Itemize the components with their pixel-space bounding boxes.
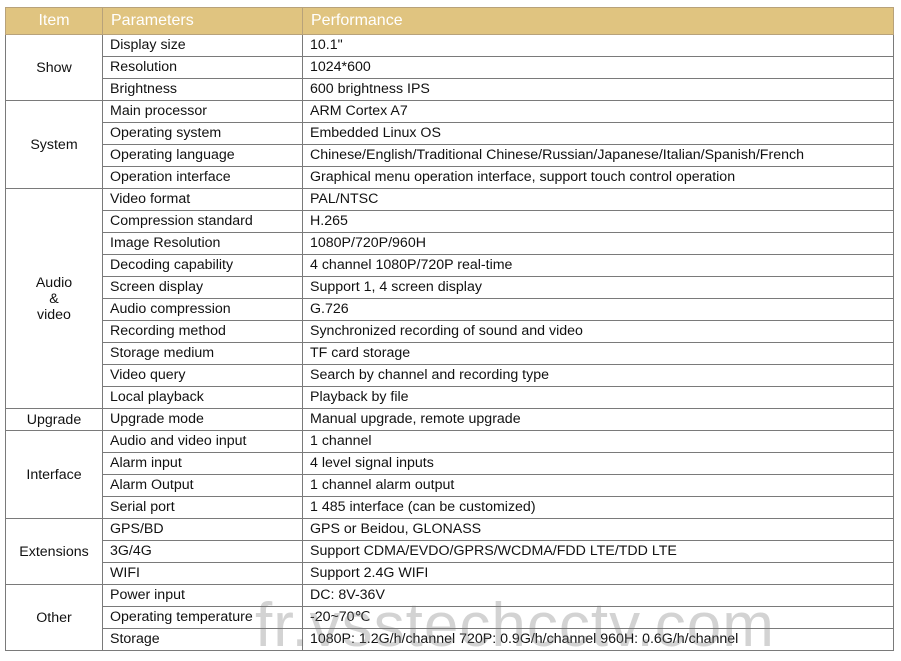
param-cell: Brightness [102, 78, 303, 101]
table-row: Video query Search by channel and recordi… [6, 364, 894, 387]
value-cell: Synchronized recording of sound and vide… [302, 320, 894, 343]
param-cell: Display size [102, 34, 303, 57]
table-row: Storage 1080P: 1.2G/h/channel 720P: 0.9G/… [6, 628, 894, 651]
param-cell: Decoding capability [102, 254, 303, 277]
param-cell: Alarm input [102, 452, 303, 475]
value-cell: 1080P: 1.2G/h/channel 720P: 0.9G/h/chann… [302, 628, 894, 651]
table-row: Decoding capability 4 channel 1080P/720P … [6, 254, 894, 277]
value-cell: 1 channel [302, 430, 894, 453]
value-cell: TF card storage [302, 342, 894, 365]
param-cell: Video query [102, 364, 303, 387]
value-cell: Graphical menu operation interface, supp… [302, 166, 894, 189]
value-cell: 1080P/720P/960H [302, 232, 894, 255]
param-cell: Operating system [102, 122, 303, 145]
value-cell: Support CDMA/EVDO/GPRS/WCDMA/FDD LTE/TDD… [302, 540, 894, 563]
value-cell: 1 channel alarm output [302, 474, 894, 497]
value-cell: G.726 [302, 298, 894, 321]
table-row: Operation interface Graphical menu operat… [6, 166, 894, 189]
group-label: Audio & video [5, 188, 103, 409]
table-row: Interface Audio and video input 1 channel [5, 430, 894, 519]
value-cell: Support 2.4G WIFI [302, 562, 894, 585]
value-cell: -20~70℃ [302, 606, 894, 629]
param-cell: Resolution [102, 56, 303, 79]
table-row: Operating system Embedded Linux OS [6, 122, 894, 145]
table-row: WIFI Support 2.4G WIFI [6, 562, 894, 585]
table-row: System Main processor ARM Cortex A7 [5, 100, 894, 189]
header-performance: Performance [302, 7, 894, 35]
param-cell: Audio compression [102, 298, 303, 321]
param-cell: GPS/BD [102, 518, 303, 541]
value-cell: Search by channel and recording type [302, 364, 894, 387]
table-row: Alarm Output 1 channel alarm output [6, 474, 894, 497]
value-cell: DC: 8V-36V [302, 584, 894, 607]
param-cell: Image Resolution [102, 232, 303, 255]
param-cell: Video format [102, 188, 303, 211]
param-cell: Serial port [102, 496, 303, 519]
value-cell: Playback by file [302, 386, 894, 409]
group-label: Other [5, 584, 103, 651]
group-label: Show [5, 34, 103, 101]
table-row: 3G/4G Support CDMA/EVDO/GPRS/WCDMA/FDD LT… [6, 540, 894, 563]
param-cell: Alarm Output [102, 474, 303, 497]
spec-table: Item Parameters Performance Show Display … [5, 7, 894, 651]
param-cell: Main processor [102, 100, 303, 123]
table-row: Show Display size 10.1" [5, 34, 894, 101]
group-label: Interface [5, 430, 103, 519]
param-cell: Recording method [102, 320, 303, 343]
table-row: Image Resolution 1080P/720P/960H [6, 232, 894, 255]
table-row: Other Power input DC: 8V-36V [5, 584, 894, 651]
spec-body: Show Display size 10.1" Resolution 1024*600 B… [5, 34, 894, 651]
param-cell: Audio and video input [102, 430, 303, 453]
param-cell: Compression standard [102, 210, 303, 233]
value-cell: PAL/NTSC [302, 188, 894, 211]
value-cell: 600 brightness IPS [302, 78, 894, 101]
value-cell: 4 level signal inputs [302, 452, 894, 475]
param-cell: 3G/4G [102, 540, 303, 563]
param-cell: Screen display [102, 276, 303, 299]
header-row: Item Parameters Performance [5, 7, 894, 35]
param-cell: Storage medium [102, 342, 303, 365]
table-row: Audio & video Video format PAL/NTSC [5, 188, 894, 409]
param-cell: Operation interface [102, 166, 303, 189]
group-label: Upgrade [5, 408, 103, 431]
param-cell: Power input [102, 584, 303, 607]
table-row: Audio compression G.726 [6, 298, 894, 321]
group-label: Extensions [5, 518, 103, 585]
table-row: Alarm input 4 level signal inputs [6, 452, 894, 475]
value-cell: Chinese/English/Traditional Chinese/Russ… [302, 144, 894, 167]
value-cell: 10.1" [302, 34, 894, 57]
table-row: Upgrade Upgrade mode Manual upgrade, remot… [5, 408, 894, 431]
table-row: Brightness 600 brightness IPS [6, 78, 894, 101]
table-row: Operating temperature -20~70℃ [6, 606, 894, 629]
param-cell: Storage [102, 628, 303, 651]
value-cell: ARM Cortex A7 [302, 100, 894, 123]
param-cell: WIFI [102, 562, 303, 585]
value-cell: Embedded Linux OS [302, 122, 894, 145]
table-row: Recording method Synchronized recording o… [6, 320, 894, 343]
header-parameters: Parameters [102, 7, 303, 35]
value-cell: GPS or Beidou, GLONASS [302, 518, 894, 541]
table-row: Operating language Chinese/English/Tradit… [6, 144, 894, 167]
param-cell: Operating language [102, 144, 303, 167]
value-cell: H.265 [302, 210, 894, 233]
value-cell: Manual upgrade, remote upgrade [302, 408, 894, 431]
value-cell: 1 485 interface (can be customized) [302, 496, 894, 519]
header-item: Item [5, 7, 103, 35]
table-row: Extensions GPS/BD GPS or Beidou, GLONASS [5, 518, 894, 585]
group-label: System [5, 100, 103, 189]
table-row: Resolution 1024*600 [6, 56, 894, 79]
table-row: Local playback Playback by file [6, 386, 894, 409]
table-row: Compression standard H.265 [6, 210, 894, 233]
table-row: Storage medium TF card storage [6, 342, 894, 365]
table-row: Screen display Support 1, 4 screen displa… [6, 276, 894, 299]
param-cell: Local playback [102, 386, 303, 409]
param-cell: Upgrade mode [102, 408, 303, 431]
table-row: Serial port 1 485 interface (can be custo… [6, 496, 894, 519]
value-cell: 1024*600 [302, 56, 894, 79]
param-cell: Operating temperature [102, 606, 303, 629]
value-cell: Support 1, 4 screen display [302, 276, 894, 299]
value-cell: 4 channel 1080P/720P real-time [302, 254, 894, 277]
